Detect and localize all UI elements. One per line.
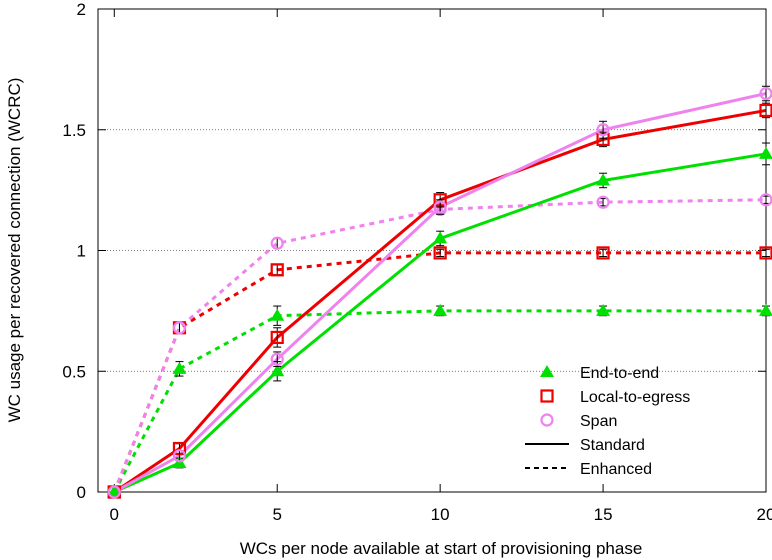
legend: End-to-end Local-to-egress Span Standard Enh… [525,365,690,478]
data-point-end-to-end-standard-5 [759,147,772,159]
legend-label-0: End-to-end [580,365,659,382]
x-tick-label-3: 15 [594,505,613,524]
legend-symbol-1 [542,391,553,402]
gridlines [98,130,766,372]
legend-label-1: Local-to-egress [580,389,690,406]
x-tick-label-2: 10 [431,505,450,524]
y-tick-label-0: 0 [77,483,86,502]
error-bar-span-enhanced-5 [762,196,770,203]
data-point-end-to-end-enhanced-2 [270,309,284,321]
x-axis-title: WCs per node available at start of provi… [240,539,643,558]
x-tick-label-0: 0 [110,505,119,524]
error-bar-local-to-egress-standard-2 [273,328,281,347]
data-point-end-to-end-enhanced-3 [433,304,447,316]
y-tick-label-2: 1 [77,242,86,261]
series-line-local-to-egress-enhanced [114,253,766,492]
y-tick-label-1: 0.5 [62,362,86,381]
y-axis-title: WC usage per recovered connection (WCRC) [5,78,24,423]
legend-label-4: Enhanced [580,461,652,478]
y-tick-label-3: 1.5 [62,121,86,140]
x-tick-label-4: 20 [757,505,772,524]
legend-symbol-2 [542,415,553,426]
legend-label-2: Span [580,413,617,430]
y-tick-label-4: 2 [77,0,86,19]
axes: 00.511.520 5 10 15 20 [62,0,772,524]
legend-label-3: Standard [580,437,645,454]
x-tick-label-1: 5 [272,505,281,524]
series-line-local-to-egress-standard [114,110,766,492]
series-lines [114,94,766,492]
